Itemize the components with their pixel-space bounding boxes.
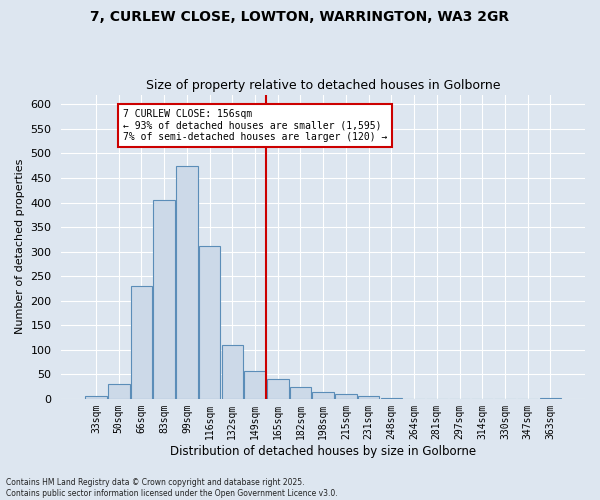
Bar	[85, 396, 107, 399]
Bar	[358, 396, 379, 399]
Bar	[108, 384, 130, 399]
Bar	[290, 386, 311, 399]
Text: 7, CURLEW CLOSE, LOWTON, WARRINGTON, WA3 2GR: 7, CURLEW CLOSE, LOWTON, WARRINGTON, WA3…	[91, 10, 509, 24]
Bar	[244, 371, 266, 399]
Bar	[267, 379, 289, 399]
Title: Size of property relative to detached houses in Golborne: Size of property relative to detached ho…	[146, 79, 500, 92]
Text: Contains HM Land Registry data © Crown copyright and database right 2025.
Contai: Contains HM Land Registry data © Crown c…	[6, 478, 338, 498]
Bar	[154, 200, 175, 399]
Bar	[221, 345, 243, 399]
X-axis label: Distribution of detached houses by size in Golborne: Distribution of detached houses by size …	[170, 444, 476, 458]
Bar	[539, 398, 561, 399]
Bar	[313, 392, 334, 399]
Bar	[199, 246, 220, 399]
Bar	[380, 398, 402, 399]
Text: 7 CURLEW CLOSE: 156sqm
← 93% of detached houses are smaller (1,595)
7% of semi-d: 7 CURLEW CLOSE: 156sqm ← 93% of detached…	[123, 110, 388, 142]
Bar	[131, 286, 152, 399]
Bar	[335, 394, 357, 399]
Y-axis label: Number of detached properties: Number of detached properties	[15, 159, 25, 334]
Bar	[176, 166, 197, 399]
